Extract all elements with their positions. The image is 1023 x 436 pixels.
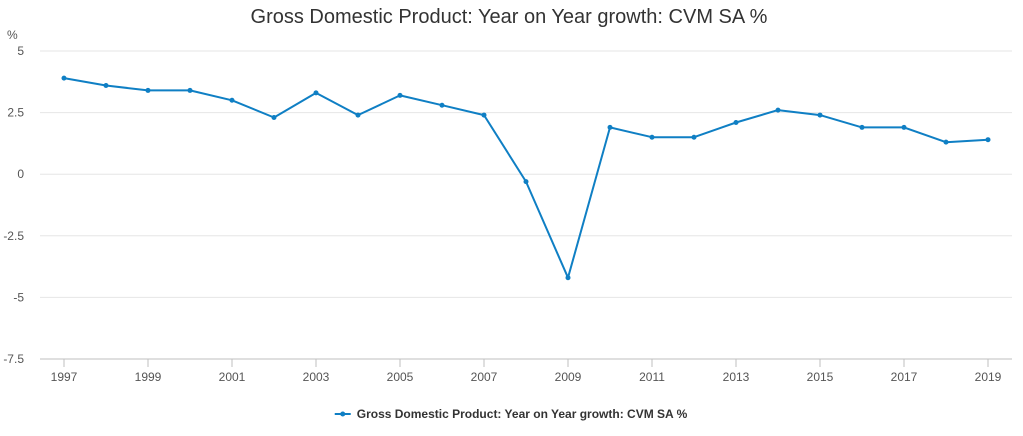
x-axis-tick-labels: 1997 1999 2001 2003 2005 2007 2009 2011 2013 2015… xyxy=(51,370,1002,384)
x-tick-label: 2011 xyxy=(639,370,665,384)
legend-label: Gross Domestic Product: Year on Year gro… xyxy=(357,407,688,421)
data-point[interactable] xyxy=(901,124,907,130)
x-tick-label: 1997 xyxy=(51,370,78,384)
x-tick-label: 2017 xyxy=(891,370,918,384)
data-point[interactable] xyxy=(145,87,151,93)
gridlines xyxy=(40,50,1012,360)
data-point[interactable] xyxy=(733,119,739,125)
y-tick-label: 0 xyxy=(17,167,24,181)
x-tick-label: 2019 xyxy=(975,370,1002,384)
x-tick-label: 2003 xyxy=(303,370,330,384)
chart-title: Gross Domestic Product: Year on Year gro… xyxy=(251,6,768,28)
data-point[interactable] xyxy=(481,112,487,118)
data-point[interactable] xyxy=(103,82,109,88)
x-tick-label: 2015 xyxy=(807,370,834,384)
x-tick-label: 2007 xyxy=(471,370,498,384)
data-point[interactable] xyxy=(397,92,403,98)
x-axis xyxy=(63,359,989,367)
series-line xyxy=(63,77,989,279)
data-point[interactable] xyxy=(649,134,655,140)
data-point[interactable] xyxy=(61,75,67,81)
data-point[interactable] xyxy=(439,102,445,108)
data-point[interactable] xyxy=(817,112,823,118)
data-point[interactable] xyxy=(565,275,571,281)
data-point[interactable] xyxy=(523,179,529,185)
x-tick-label: 2001 xyxy=(219,370,246,384)
y-axis-unit-label: % xyxy=(7,28,18,42)
x-tick-label: 2009 xyxy=(555,370,582,384)
x-tick-label: 2013 xyxy=(723,370,750,384)
legend-swatch-marker xyxy=(340,411,346,417)
y-tick-label: -2.5 xyxy=(3,229,24,243)
x-tick-label: 2005 xyxy=(387,370,414,384)
series-group xyxy=(61,75,991,281)
data-point[interactable] xyxy=(691,134,697,140)
data-point[interactable] xyxy=(187,87,193,93)
data-point[interactable] xyxy=(229,97,235,103)
y-tick-label: 2.5 xyxy=(7,106,24,120)
y-axis-tick-labels: 5 2.5 0 -2.5 -5 -7.5 xyxy=(3,44,24,366)
y-tick-label: -5 xyxy=(13,290,24,304)
data-point[interactable] xyxy=(313,90,319,96)
data-point[interactable] xyxy=(859,124,865,130)
y-tick-label: 5 xyxy=(17,44,24,58)
data-point[interactable] xyxy=(271,115,277,121)
data-point[interactable] xyxy=(607,124,613,130)
x-tick-label: 1999 xyxy=(135,370,162,384)
legend[interactable]: Gross Domestic Product: Year on Year gro… xyxy=(334,407,688,421)
data-point[interactable] xyxy=(355,112,361,118)
data-point[interactable] xyxy=(943,139,949,145)
y-tick-label: -7.5 xyxy=(3,352,24,366)
data-point[interactable] xyxy=(985,137,991,143)
data-point[interactable] xyxy=(775,107,781,113)
